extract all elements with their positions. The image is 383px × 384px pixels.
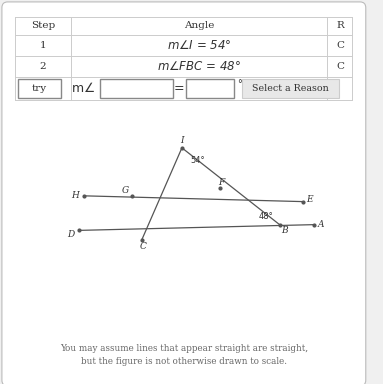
Text: G: G	[122, 186, 129, 195]
Text: E: E	[306, 195, 313, 204]
Text: R: R	[336, 22, 344, 30]
Text: You may assume lines that appear straight are straight,
but the figure is not ot: You may assume lines that appear straigh…	[60, 344, 308, 366]
Text: F: F	[218, 177, 224, 187]
Text: 48°: 48°	[259, 212, 273, 221]
Text: C: C	[336, 41, 344, 50]
Text: m$\angle$: m$\angle$	[71, 81, 95, 95]
FancyBboxPatch shape	[100, 79, 173, 98]
Text: Angle: Angle	[184, 22, 214, 30]
Text: 2: 2	[40, 62, 46, 71]
Text: 54°: 54°	[190, 156, 205, 165]
Text: D: D	[67, 230, 74, 239]
Text: H: H	[71, 191, 79, 200]
Text: C: C	[139, 242, 146, 252]
Text: °: °	[237, 79, 241, 89]
FancyBboxPatch shape	[2, 2, 366, 384]
Text: Step: Step	[31, 22, 55, 30]
Text: 1: 1	[40, 41, 46, 50]
Text: m$\angle I$ = 54°: m$\angle I$ = 54°	[167, 39, 231, 51]
Text: Select a Reason: Select a Reason	[252, 84, 329, 93]
Text: m$\angle FBC$ = 48°: m$\angle FBC$ = 48°	[157, 60, 241, 73]
Text: =: =	[174, 82, 185, 95]
FancyBboxPatch shape	[18, 79, 61, 98]
Text: try: try	[32, 84, 47, 93]
Text: I: I	[180, 136, 184, 146]
Text: A: A	[318, 220, 324, 229]
Text: B: B	[281, 226, 288, 235]
FancyBboxPatch shape	[242, 79, 339, 98]
Text: C: C	[336, 62, 344, 71]
FancyBboxPatch shape	[186, 79, 234, 98]
